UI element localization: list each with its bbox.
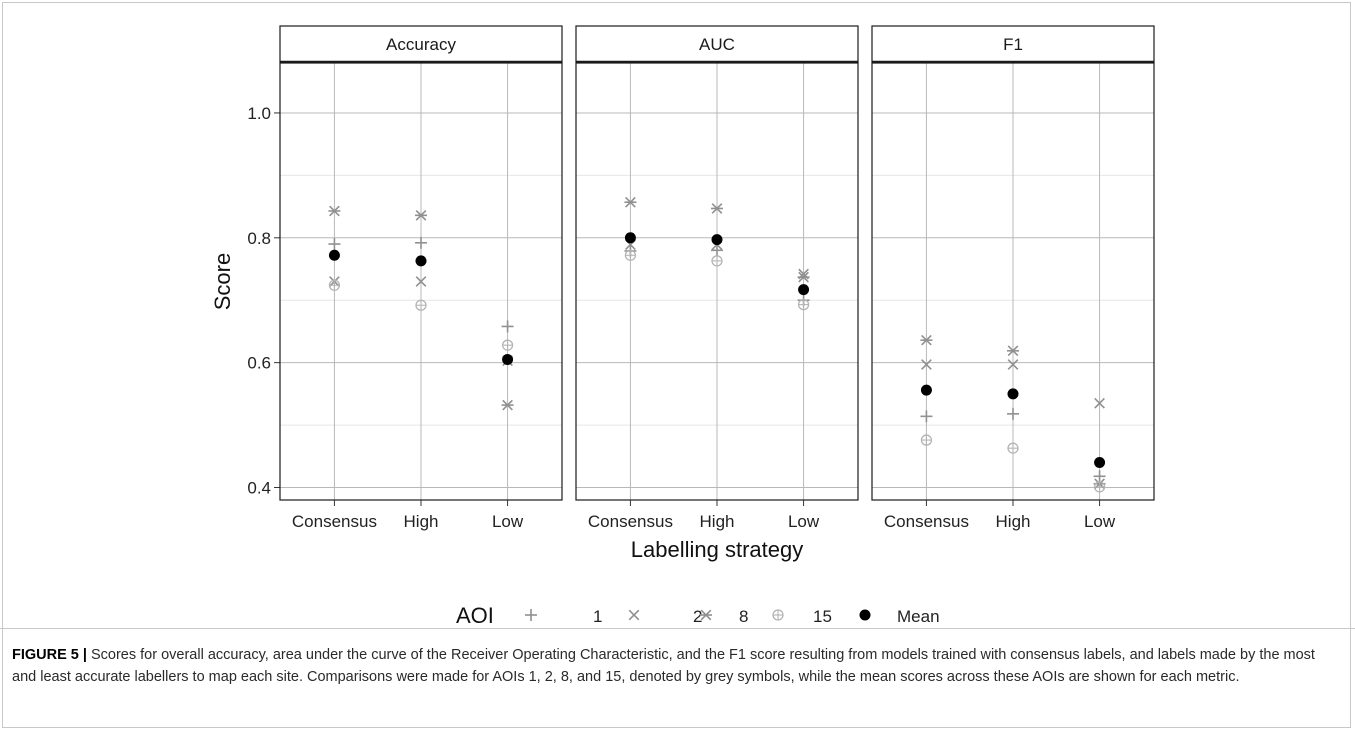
legend-label: Mean: [897, 607, 940, 626]
point-8-consensus-b: [921, 334, 932, 346]
point-8-low-b: [798, 271, 809, 283]
point-mean-consensus: [624, 232, 636, 244]
x-tick-label: High: [404, 512, 439, 531]
legend-title: AOI: [456, 603, 494, 628]
y-tick-label: 0.4: [247, 479, 271, 498]
point-mean-consensus: [920, 384, 932, 396]
x-tick-label: Consensus: [588, 512, 673, 531]
point-8-high-b: [1007, 345, 1019, 357]
x-tick-label: Consensus: [884, 512, 969, 531]
facet-panel-accuracy: Accuracy Consensus High Low: [279, 25, 563, 531]
legend-symbol-8-b: [700, 609, 712, 621]
facet-panel-auc: AUC Consensus High Low: [575, 25, 859, 531]
legend-label: 2: [693, 607, 702, 626]
point-2-low-b: [1094, 397, 1105, 409]
facet-strip-label: F1: [1003, 35, 1023, 54]
legend-label: 15: [813, 607, 832, 626]
point-2-consensus-b: [921, 359, 932, 370]
facet-strip-label: AUC: [699, 35, 735, 54]
legend-symbol-2-b: [628, 609, 640, 621]
figure-caption-label: FIGURE 5 |: [12, 647, 87, 663]
point-mean-low: [798, 284, 810, 296]
point-mean-high: [1007, 388, 1019, 400]
facet-panel-f1: F1 Consensus High Low: [871, 25, 1155, 531]
point-mean-high: [711, 234, 723, 246]
x-tick-label: Low: [1084, 512, 1116, 531]
x-axis-title: Labelling strategy: [631, 537, 803, 562]
x-tick-label: High: [700, 512, 735, 531]
caption-divider: [0, 628, 1355, 629]
facet-strip: [871, 25, 1155, 63]
figure-caption: FIGURE 5 | Scores for overall accuracy, …: [12, 644, 1342, 688]
point-8-low-b: [502, 399, 513, 411]
legend-label: 8: [739, 607, 748, 626]
point-8-high-b: [415, 209, 427, 221]
point-mean-low: [502, 354, 514, 366]
y-axis-title: Score: [210, 253, 235, 310]
facet-strip-label: Accuracy: [386, 35, 456, 54]
x-tick-label: Low: [788, 512, 820, 531]
point-mean-high: [415, 255, 427, 267]
point-8-high-b: [711, 203, 723, 214]
x-tick-label: Consensus: [292, 512, 377, 531]
figure-caption-text: Scores for overall accuracy, area under …: [12, 647, 1315, 685]
y-tick-label: 0.8: [247, 229, 271, 248]
point-8-consensus-b: [329, 205, 340, 217]
point-mean-consensus: [328, 249, 340, 261]
legend-symbol-mean: [859, 609, 871, 621]
point-mean-low: [1094, 457, 1106, 469]
facet-strip: [575, 25, 859, 63]
x-tick-label: Low: [492, 512, 524, 531]
point-8-consensus-b: [625, 196, 636, 208]
y-tick-label: 1.0: [247, 104, 271, 123]
point-2-high-b: [1007, 359, 1019, 370]
x-tick-label: High: [996, 512, 1031, 531]
y-tick-label: 0.6: [247, 354, 271, 373]
legend: AOI 1 2 8 15 Mean: [456, 603, 940, 628]
legend-label: 1: [593, 607, 602, 626]
point-2-high-b: [415, 276, 427, 287]
